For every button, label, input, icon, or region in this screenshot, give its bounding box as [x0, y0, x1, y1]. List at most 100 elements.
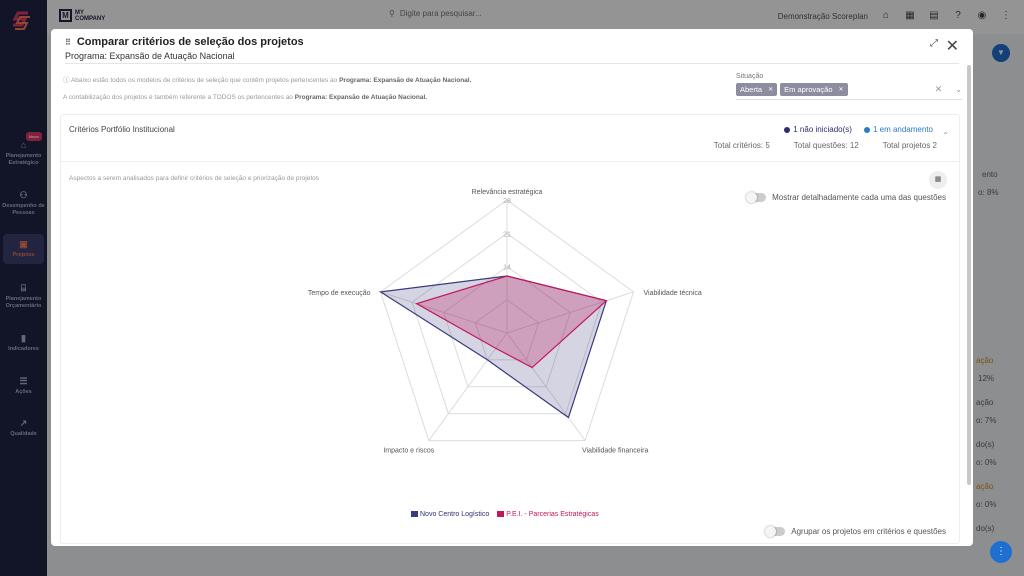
search-bar[interactable]: ⚲ Digite para pesquisar...: [389, 9, 482, 18]
bg-text: o: 0%: [976, 458, 997, 467]
compare-criteria-modal: ⠿ Comparar critérios de seleção dos proj…: [51, 29, 973, 546]
status-not-started: 1 não iniciado(s): [784, 125, 852, 134]
sidebar: Novo ⌂ Planejamento Estratégico ⚇ Desemp…: [0, 0, 47, 576]
total-questions: Total questões: 12: [793, 141, 859, 150]
app-logo-icon[interactable]: [10, 9, 34, 33]
drag-handle-icon[interactable]: ⠿: [65, 37, 71, 47]
sidebar-item-desempenho[interactable]: ⚇ Desempenho de Pessoas: [0, 190, 47, 217]
bg-text: 12%: [978, 374, 995, 383]
chevron-down-icon[interactable]: ⌄: [955, 85, 962, 94]
radar-axis-label: Viabilidade técnica: [643, 290, 701, 297]
bg-text: ação: [976, 398, 994, 407]
radar-grid-ring: [474, 299, 540, 361]
radar-tick-label: 21: [503, 231, 511, 238]
sidebar-item-label: Desempenho de Pessoas: [2, 203, 45, 216]
modal-title: ⠿ Comparar critérios de seleção dos proj…: [65, 36, 304, 48]
detail-toggle-label: Mostrar detalhadamente cada uma das ques…: [772, 193, 946, 202]
sidebar-item-label: Planejamento Estratégico: [5, 153, 42, 166]
sidebar-item-planejamento-estrategico[interactable]: Novo ⌂ Planejamento Estratégico: [0, 132, 47, 167]
topbar-actions: Demonstração Scoreplan ⌂ ▦ ▤ ? ◉ ⋮: [778, 10, 1012, 22]
radar-series-2: [415, 275, 608, 369]
topbar: M MY COMPANY ⚲ Digite para pesquisar... D…: [47, 0, 1024, 34]
radar-grid-ring: [411, 232, 603, 415]
organization-icon[interactable]: ⌂: [882, 10, 890, 21]
info-line2: A contabilização dos projetos é também r…: [63, 94, 293, 101]
apps-grid-icon[interactable]: ▦: [905, 10, 915, 21]
briefcase-icon: ▣: [19, 239, 28, 249]
bg-text: o: 7%: [976, 416, 997, 425]
people-icon: ⚇: [19, 190, 28, 200]
group-toggle[interactable]: [765, 526, 786, 537]
sidebar-item-acoes[interactable]: ☰ Ações: [0, 376, 47, 396]
user-name[interactable]: Demonstração Scoreplan: [777, 11, 868, 21]
sidebar-item-indicadores[interactable]: ▮ Indicadores: [0, 333, 47, 353]
company-name-line1: MY: [75, 9, 84, 16]
close-icon[interactable]: ✕: [945, 38, 959, 55]
chip-aberta[interactable]: Aberta ✕: [736, 83, 778, 96]
bg-text: o: 0%: [976, 500, 997, 509]
calculator-icon[interactable]: ▦: [929, 171, 947, 189]
situacao-label: Situação: [736, 73, 764, 80]
situacao-filter[interactable]: Situação Aberta ✕ Em aprovação ✕ ✕ ⌄: [736, 73, 962, 100]
legend-item-series2[interactable]: P.E.I. - Parcerias Estratégicas: [497, 511, 599, 518]
bg-text: ento: [982, 170, 998, 179]
radar-grid-ring: [379, 199, 635, 442]
detail-toggle-row[interactable]: Mostrar detalhadamente cada uma das ques…: [746, 192, 946, 203]
sidebar-item-label: Qualidade: [10, 431, 37, 437]
chip-remove-icon[interactable]: ✕: [768, 87, 774, 93]
expand-icon[interactable]: ⤢: [930, 38, 938, 49]
more-actions-button[interactable]: ⋮: [990, 541, 1012, 563]
list-icon: ☰: [19, 376, 28, 386]
search-input[interactable]: Digite para pesquisar...: [399, 9, 482, 18]
bank-icon: ⌸: [20, 283, 27, 293]
clear-icon[interactable]: ✕: [934, 84, 943, 94]
legend-item-series1[interactable]: Novo Centro Logístico: [411, 511, 489, 518]
sidebar-item-orcamentario[interactable]: ⌸ Planejamento Orçamentário: [0, 283, 47, 310]
radar-axis-label: Viabilidade financeira: [582, 448, 649, 455]
company-name-line2: COMPANY: [75, 15, 106, 22]
radar-spoke: [506, 332, 586, 441]
radar-chart: 28 21 14 7 Relevância estratégica Viabilidade…: [308, 189, 702, 455]
help-icon[interactable]: ?: [955, 10, 961, 21]
chip-em-aprovacao[interactable]: Em aprovação ✕: [780, 83, 848, 96]
status-in-progress: 1 em andamento: [863, 125, 933, 134]
chart-legend: Novo Centro Logístico P.E.I. - Parcerias…: [411, 511, 599, 518]
background-cards: ento o: 8% ação 12% ação o: 7% do(s) o: …: [970, 42, 1024, 562]
aspects-text: Aspectos a serem analisados para definir…: [69, 175, 320, 182]
search-icon: ⚲: [389, 9, 395, 18]
divider: [61, 161, 959, 162]
company-logo[interactable]: M MY COMPANY: [59, 9, 105, 22]
radar-tick-label: 7: [505, 298, 509, 305]
radar-spoke: [506, 291, 634, 334]
radar-tick-label: 28: [503, 198, 511, 205]
home-icon: ⌂: [20, 140, 27, 150]
card-title: Critérios Portfólio Institucional: [69, 125, 175, 134]
chip-remove-icon[interactable]: ✕: [838, 87, 844, 93]
radar-spoke: [428, 332, 508, 441]
group-toggle-label: Agrupar os projetos em critérios e quest…: [791, 527, 946, 536]
notifications-icon[interactable]: ◉: [977, 10, 987, 21]
filter-button[interactable]: ▼: [992, 44, 1010, 62]
calendar-icon[interactable]: ▤: [929, 10, 939, 21]
grid-menu-icon[interactable]: ⋮: [1001, 10, 1011, 21]
sidebar-item-projetos[interactable]: ▣ Projetos: [3, 234, 44, 264]
bg-text: do(s): [976, 440, 995, 449]
modal-title-text: Comparar critérios de seleção dos projet…: [76, 36, 304, 48]
sidebar-item-qualidade[interactable]: ↗ Qualidade: [0, 418, 47, 438]
chevron-up-icon[interactable]: ⌃: [942, 131, 949, 140]
group-toggle-row[interactable]: Agrupar os projetos em critérios e quest…: [765, 526, 946, 537]
detail-toggle[interactable]: [746, 192, 767, 203]
scrollbar[interactable]: [967, 65, 971, 485]
info-line1: Abaixo estão todos os modelos de critéri…: [70, 77, 338, 84]
new-badge: Novo: [26, 132, 42, 141]
total-projects: Total projetos 2: [882, 141, 937, 150]
company-logo-icon: M: [59, 9, 72, 22]
bg-text: o: 8%: [978, 188, 999, 197]
bg-text: do(s): [976, 524, 995, 533]
chip-label: Em aprovação: [784, 85, 833, 94]
trend-icon: ↗: [19, 418, 28, 428]
total-criteria: Total critérios: 5: [713, 141, 770, 150]
radar-grid-ring: [443, 265, 571, 388]
sidebar-item-label: Ações: [15, 389, 32, 395]
sidebar-item-label: Indicadores: [8, 346, 39, 352]
